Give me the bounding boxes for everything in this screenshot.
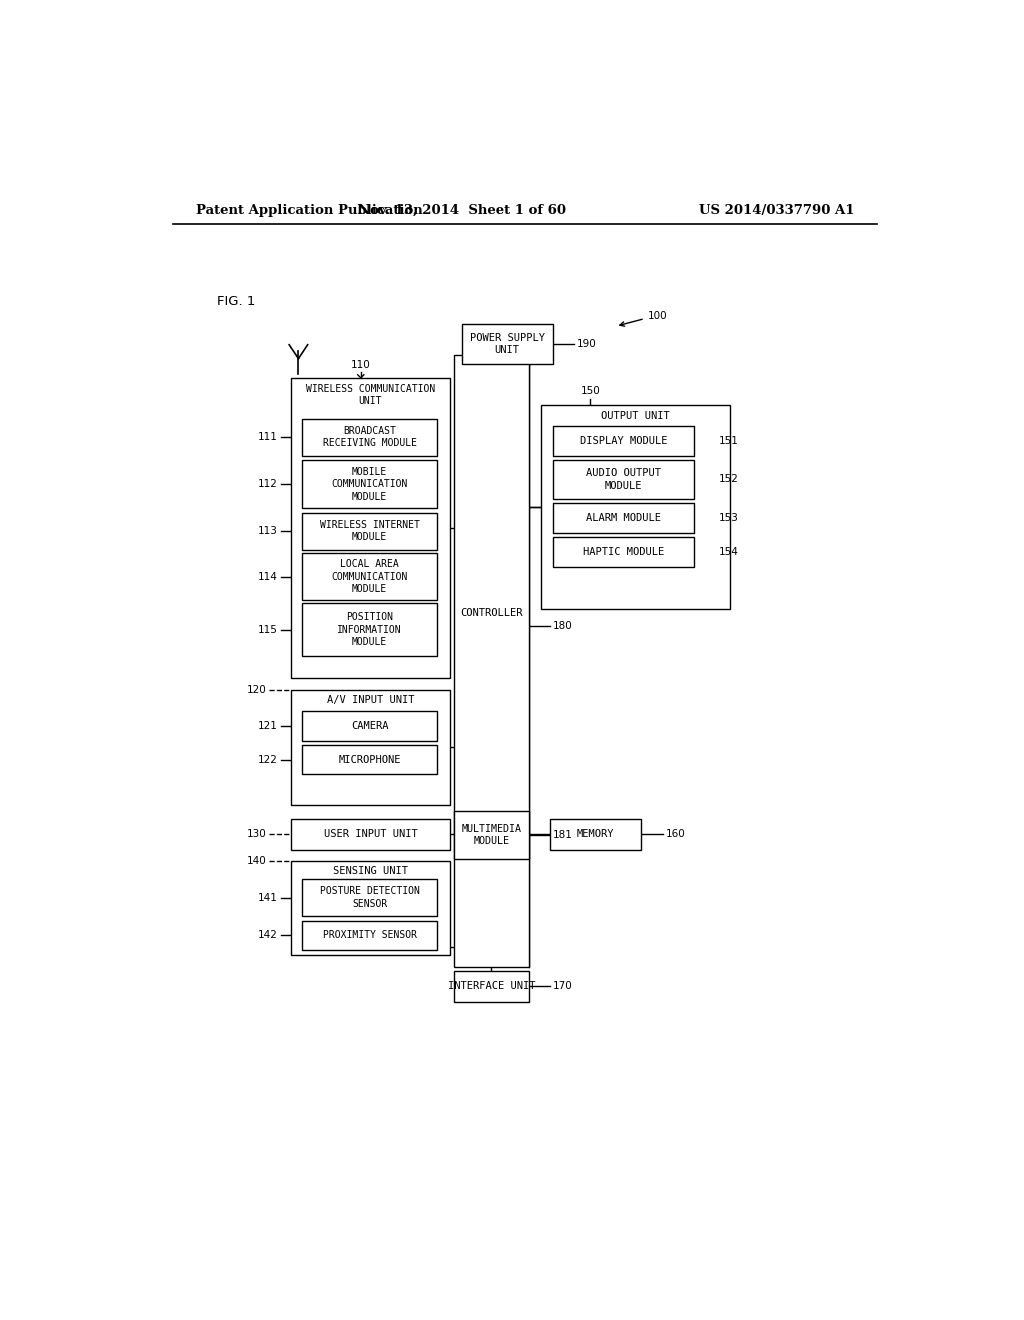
Text: MICROPHONE: MICROPHONE [338,755,400,764]
Text: 112: 112 [258,479,278,490]
Bar [462,323,553,364]
Text: Nov. 13, 2014  Sheet 1 of 60: Nov. 13, 2014 Sheet 1 of 60 [357,205,565,218]
Bar [302,711,437,741]
Bar [550,818,641,850]
Text: 113: 113 [258,527,278,536]
Bar [541,405,730,609]
Text: INTERFACE UNIT: INTERFACE UNIT [447,981,536,991]
Text: LOCAL AREA
COMMUNICATION
MODULE: LOCAL AREA COMMUNICATION MODULE [332,560,408,594]
Text: CONTROLLER: CONTROLLER [460,607,522,618]
Bar [454,812,528,859]
Bar [302,512,437,549]
Text: 190: 190 [578,339,597,348]
Text: DISPLAY MODULE: DISPLAY MODULE [580,436,668,446]
Bar [302,744,437,775]
Bar [454,970,528,1002]
Bar [553,426,694,455]
Text: ALARM MODULE: ALARM MODULE [587,513,662,523]
Text: SENSING UNIT: SENSING UNIT [333,866,408,876]
Text: 153: 153 [719,513,738,523]
Text: US 2014/0337790 A1: US 2014/0337790 A1 [698,205,854,218]
Bar [291,378,451,678]
Bar [302,879,437,916]
Text: 130: 130 [247,829,266,840]
Text: OUTPUT UNIT: OUTPUT UNIT [601,412,670,421]
Text: MULTIMEDIA
MODULE: MULTIMEDIA MODULE [461,824,521,846]
Bar [291,818,451,850]
Text: 151: 151 [719,436,738,446]
Text: 152: 152 [719,474,738,484]
Text: 100: 100 [648,312,668,321]
Bar [302,921,437,950]
Bar [553,461,694,499]
Bar [302,418,437,455]
Text: 122: 122 [258,755,278,764]
Text: POSITION
INFORMATION
MODULE: POSITION INFORMATION MODULE [337,612,402,647]
Text: 140: 140 [247,855,266,866]
Text: 181: 181 [553,830,573,841]
Text: POSTURE DETECTION
SENSOR: POSTURE DETECTION SENSOR [319,887,420,908]
Text: 150: 150 [581,385,600,396]
Text: FIG. 1: FIG. 1 [217,296,255,308]
Bar [454,355,528,966]
Bar [553,537,694,566]
Text: 114: 114 [258,572,278,582]
Text: AUDIO OUTPUT
MODULE: AUDIO OUTPUT MODULE [587,469,662,491]
Text: 115: 115 [258,624,278,635]
Bar [302,603,437,656]
Text: MOBILE
COMMUNICATION
MODULE: MOBILE COMMUNICATION MODULE [332,467,408,502]
Bar [553,503,694,533]
Text: 160: 160 [666,829,685,840]
Text: MEMORY: MEMORY [577,829,614,840]
Text: WIRELESS INTERNET
MODULE: WIRELESS INTERNET MODULE [319,520,420,543]
Text: 111: 111 [258,432,278,442]
Bar [302,553,437,599]
Text: 170: 170 [553,981,573,991]
Bar [291,689,451,805]
Text: 154: 154 [719,546,738,557]
Text: BROADCAST
RECEIVING MODULE: BROADCAST RECEIVING MODULE [323,426,417,449]
Text: 142: 142 [258,931,278,940]
Text: WIRELESS COMMUNICATION
UNIT: WIRELESS COMMUNICATION UNIT [306,384,435,407]
Text: 180: 180 [553,620,573,631]
Text: 141: 141 [258,892,278,903]
Text: USER INPUT UNIT: USER INPUT UNIT [324,829,418,840]
Text: POWER SUPPLY
UNIT: POWER SUPPLY UNIT [470,333,545,355]
Text: 110: 110 [351,360,371,370]
Text: PROXIMITY SENSOR: PROXIMITY SENSOR [323,931,417,940]
Text: 121: 121 [258,721,278,731]
Text: HAPTIC MODULE: HAPTIC MODULE [583,546,665,557]
Text: CAMERA: CAMERA [351,721,388,731]
Text: 120: 120 [247,685,266,694]
Text: A/V INPUT UNIT: A/V INPUT UNIT [327,696,414,705]
Bar [302,461,437,508]
Text: Patent Application Publication: Patent Application Publication [196,205,423,218]
Bar [291,861,451,954]
